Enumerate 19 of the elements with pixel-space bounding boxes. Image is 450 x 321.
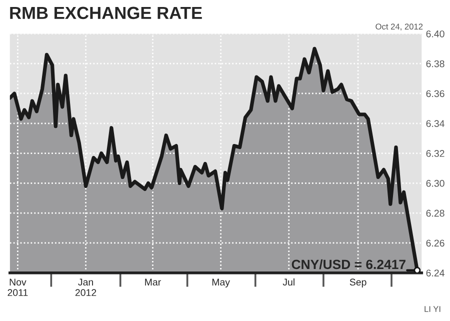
y-tick-label: 6.28	[426, 210, 444, 217]
x-tick-label: Jan 2012	[75, 278, 96, 296]
text: LI YI	[424, 306, 440, 312]
x-tick-label: Sep	[350, 278, 366, 288]
y-tick-label: 6.32	[426, 150, 444, 157]
y-tick-label: 6.30	[426, 180, 444, 187]
chart-title: RMB EXCHANGE RATE	[10, 6, 202, 20]
y-tick-label: 6.36	[426, 90, 444, 98]
y-tick-label: 6.26	[426, 240, 444, 247]
x-tick-label: Mar	[145, 278, 161, 286]
x-tick-label: Jul	[282, 278, 294, 286]
annotation: CNY/USD = 6.2417	[292, 259, 406, 270]
y-tick-label: 6.38	[426, 60, 444, 68]
y-tick-label: 6.24	[426, 270, 444, 276]
y-tick-label: 6.34	[426, 120, 444, 128]
y-tick-label: 6.40	[426, 30, 444, 38]
text: Oct 24, 2012	[376, 24, 423, 31]
x-tick-label: Nov 2011	[8, 278, 28, 296]
x-tick-label: May	[212, 278, 230, 288]
